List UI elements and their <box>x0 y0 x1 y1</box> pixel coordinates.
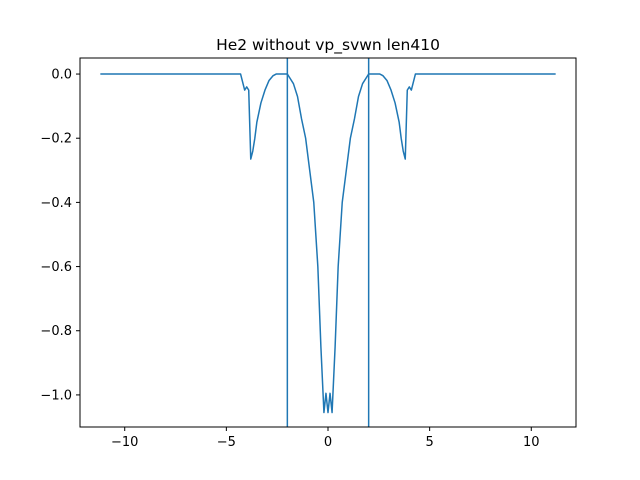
x-axis-ticks: −10 −5 0 5 10 <box>111 427 540 450</box>
vertical-lines <box>286 58 370 427</box>
axes-frame <box>79 57 577 428</box>
y-tick-label: −0.4 <box>40 196 72 211</box>
y-axis-ticks: 0.0 −0.2 −0.4 −0.6 −0.8 −1.0 <box>40 68 80 403</box>
chart-title: He2 without vp_svwn len410 <box>216 36 440 55</box>
x-tick-label: −5 <box>217 435 236 450</box>
y-tick-label: −0.2 <box>40 132 72 147</box>
x-tick-label: 10 <box>523 435 540 450</box>
x-tick-label: 0 <box>324 435 332 450</box>
y-tick-label: −1.0 <box>40 388 72 403</box>
series-line <box>100 73 556 414</box>
series-group <box>100 73 556 414</box>
x-tick-label: −10 <box>111 435 138 450</box>
y-tick-label: −0.8 <box>40 324 72 339</box>
y-tick-label: 0.0 <box>51 68 72 83</box>
y-tick-label: −0.6 <box>40 260 72 275</box>
x-tick-label: 5 <box>425 435 433 450</box>
